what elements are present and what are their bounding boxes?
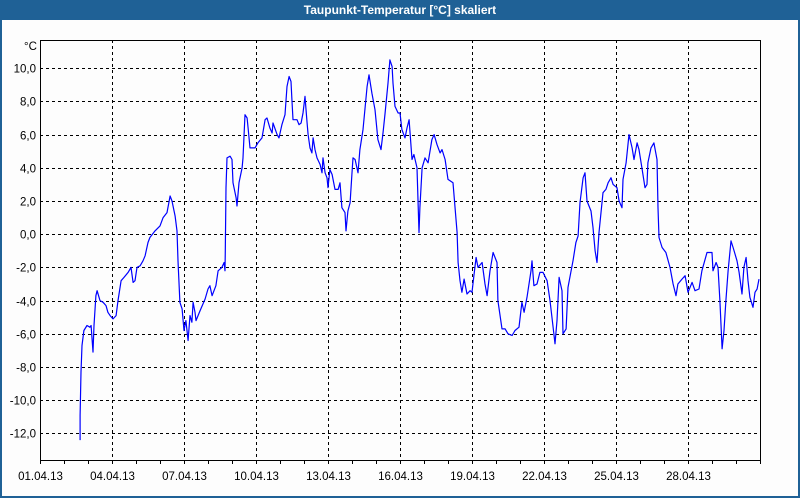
series-layer [79, 59, 760, 441]
y-tick-label: 4,0 [20, 164, 36, 176]
grid-lines [40, 40, 760, 460]
x-tick-label: 13.04.13 [306, 471, 351, 483]
x-tick-label: 22.04.13 [522, 471, 567, 483]
y-tick-label: 8,0 [20, 97, 36, 109]
y-tick-label: -2,0 [16, 263, 36, 275]
x-tick-label: 28.04.13 [666, 471, 711, 483]
x-tick-label: 04.04.13 [90, 471, 135, 483]
x-tick-label: 25.04.13 [594, 471, 639, 483]
y-tick-label: 6,0 [20, 131, 36, 143]
y-tick-label: -6,0 [16, 330, 36, 342]
x-tick-label: 19.04.13 [450, 471, 495, 483]
y-tick-label: 2,0 [20, 197, 36, 209]
plot-frame [40, 40, 761, 461]
x-tick-label: 10.04.13 [234, 471, 279, 483]
y-tick-label: 0,0 [20, 230, 36, 242]
y-tick-label: 10,0 [14, 64, 36, 76]
y-tick-label: -8,0 [16, 363, 36, 375]
x-tick-label: 16.04.13 [378, 471, 423, 483]
y-axis-unit-label: °C [24, 41, 37, 53]
x-tick-label: 01.04.13 [18, 471, 63, 483]
dewpoint-series-line [79, 59, 760, 441]
axes [40, 40, 761, 464]
window-title: Taupunkt-Temperatur [°C] skaliert [0, 0, 800, 20]
y-tick-label: -12,0 [10, 429, 36, 441]
x-tick-label: 07.04.13 [162, 471, 207, 483]
y-tick-label: -10,0 [10, 396, 36, 408]
y-tick-label: -4,0 [16, 297, 36, 309]
tick-labels: 10,0 8,0 6,0 4,0 2,0 0,0 -2,0 -4,0 -6,0 -8,0 -10,0… [10, 64, 711, 484]
